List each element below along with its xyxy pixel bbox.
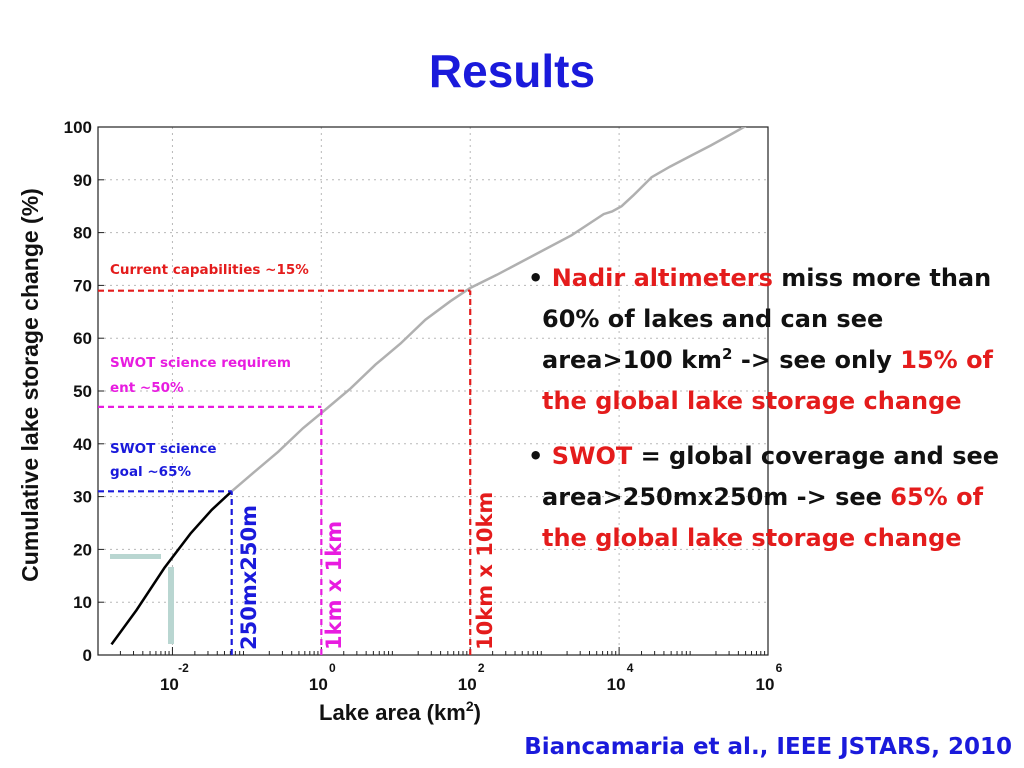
bullet-dot: •	[528, 442, 552, 470]
x-tick-exponent: 0	[329, 661, 336, 675]
decorative-horizontal-mark	[110, 554, 161, 559]
reference-annotation: goal ~65%	[110, 464, 191, 480]
y-tick-label: 20	[73, 540, 92, 559]
x-tick-label: 10	[160, 675, 179, 694]
y-tick-label: 30	[73, 488, 92, 507]
bullet-segment: 65% of the global lake storage change	[542, 483, 984, 552]
y-tick-label: 0	[83, 646, 92, 665]
reference-annotation: SWOT science	[110, 441, 217, 457]
bullet-segment: = global coverage and see area>250mx250m…	[542, 442, 1000, 511]
y-tick-label: 10	[73, 593, 92, 612]
citation: Biancamaria et al., IEEE JSTARS, 2010	[524, 734, 1012, 760]
reference-annotation: ent ~50%	[110, 380, 184, 396]
series-line-1	[230, 127, 747, 493]
bullet-swot: • SWOT = global coverage and see area>25…	[528, 436, 1018, 559]
x-tick-label: 10	[756, 675, 775, 694]
bullet-nadir-altimeters: • Nadir altimeters miss more than 60% of…	[528, 258, 1018, 422]
x-axis-label: Lake area (km2)	[319, 698, 481, 725]
y-tick-label: 40	[73, 435, 92, 454]
x-tick-label: 10	[607, 675, 626, 694]
reference-label: 1km x 1km	[322, 521, 346, 650]
x-axis-label-text: Lake area (km	[319, 700, 466, 725]
x-axis-label-end: )	[474, 700, 481, 725]
y-tick-label: 90	[73, 171, 92, 190]
bullet-segment: -> see only	[732, 346, 901, 374]
slide-title: Results	[428, 45, 596, 97]
x-tick-label: 10	[458, 675, 477, 694]
bullet-segment: Nadir altimeters	[551, 264, 773, 292]
y-tick-label: 100	[64, 118, 92, 137]
bullet-segment: miss more than 60% of lakes and can see …	[542, 264, 992, 374]
reference-label: 10km x 10km	[473, 492, 497, 650]
y-axis-label: Cumulative lake storage change (%)	[17, 188, 43, 582]
x-tick-exponent: 2	[478, 661, 485, 675]
x-tick-exponent: -2	[178, 661, 189, 675]
bullet-dot: •	[528, 264, 552, 292]
bullet-segment: 2	[722, 345, 733, 363]
x-tick-label: 10	[309, 675, 328, 694]
bullet-segment: 15% of the global lake storage change	[542, 346, 993, 415]
bullet-list: • Nadir altimeters miss more than 60% of…	[528, 258, 1018, 573]
bullet-segment: SWOT	[551, 442, 633, 470]
y-tick-label: 70	[73, 276, 92, 295]
y-tick-label: 50	[73, 382, 92, 401]
reference-annotation: SWOT science requirem	[110, 355, 291, 371]
reference-annotation: Current capabilities ~15%	[110, 262, 309, 278]
x-tick-exponent: 4	[627, 661, 634, 675]
y-tick-label: 80	[73, 224, 92, 243]
x-tick-exponent: 6	[776, 661, 783, 675]
y-tick-label: 60	[73, 329, 92, 348]
x-axis-label-sup: 2	[466, 698, 474, 714]
decorative-vertical-mark	[168, 567, 174, 644]
reference-label: 250mx250m	[237, 505, 261, 650]
series-line-0	[110, 490, 233, 646]
